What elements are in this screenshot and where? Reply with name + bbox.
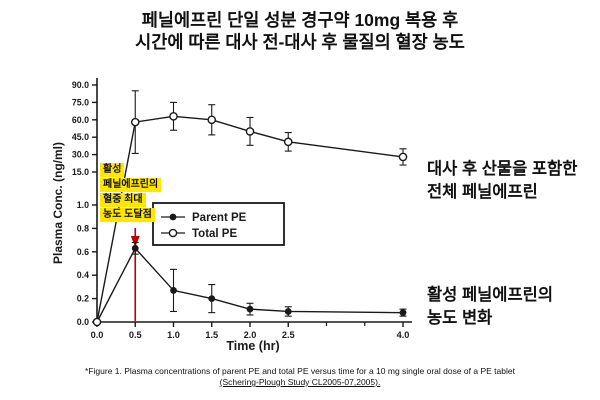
open-circle-marker-icon [283,137,293,147]
y-tick-label: 0.0 [77,317,89,327]
series-total-pe [92,90,408,327]
legend: Parent PE Total PE [152,202,285,246]
peak-annotation-line3: 혈중 최대 [100,193,146,207]
y-tick-label: 0.2 [77,294,89,304]
axes: 0.0 0.2 0.4 0.6 0.8 1.0 15.0 30.0 45.0 60.0 75.0 90… [51,78,412,353]
legend-open-circle-icon [168,228,178,238]
parent-pe-annotation: 활성 페닐에프린의 농도 변화 [427,284,553,330]
filled-circle-marker-icon [399,309,407,317]
figure-caption-line2: (Schering-Plough Study CL2005-07,2005). [219,377,381,387]
y-tick-label: 1.0 [77,200,89,210]
y-tick-label: 15.0 [72,167,89,177]
legend-filled-circle-icon [169,213,177,221]
figure-caption-line1: *Figure 1. Plasma concentrations of pare… [85,366,515,376]
x-tick-label: 1.0 [167,330,180,340]
chart-title-line2: 시간에 따른 대사 전-대사 후 물질의 혈장 농도 [135,32,465,52]
x-tick-label: 0.5 [129,330,142,340]
open-circle-marker-icon [92,317,102,327]
open-circle-marker-icon [130,117,140,127]
peak-annotation-line1: 활성 [100,163,125,177]
total-pe-annotation: 대사 후 산물을 포함한 전체 페닐에프린 [427,158,577,204]
open-circle-marker-icon [207,115,217,125]
filled-circle-marker-icon [284,308,292,315]
y-tick-label: 75.0 [72,97,89,107]
filled-circle-marker-icon [131,244,139,252]
y-tick-label: 0.6 [77,247,89,257]
filled-circle-marker-icon [170,287,177,294]
series-parent-pe [93,241,407,326]
parent-pe-annotation-line1: 활성 페닐에프린의 [427,286,554,304]
y-tick-label: 90.0 [72,80,89,90]
peak-annotation-line2: 페닐에프린의 [100,178,162,192]
parent-pe-annotation-line2: 농도 변화 [427,309,493,327]
legend-label-total-pe: Total PE [192,228,237,240]
peak-annotation-line4: 농도 도달점 [100,208,155,222]
y-tick-label: 30.0 [72,150,89,160]
total-pe-annotation-line1: 대사 후 산물을 포함한 [427,160,578,178]
x-tick-label: 2.5 [282,330,295,340]
legend-label-parent-pe: Parent PE [192,212,247,224]
peak-annotation: 활성 페닐에프린의 혈중 최대 농도 도달점 [100,163,162,223]
chart-title: 페닐에프린 단일 성분 경구약 10mg 복용 후 시간에 따른 대사 전-대사… [0,9,600,53]
y-tick-label: 0.8 [77,223,89,233]
filled-circle-marker-icon [208,295,216,302]
arrow-head-icon [130,236,140,247]
figure-caption: *Figure 1. Plasma concentrations of pare… [0,366,600,388]
open-circle-marker-icon [398,152,408,162]
filled-circle-marker-icon [246,305,254,313]
open-circle-marker-icon [169,112,178,121]
open-circle-marker-icon [245,127,255,136]
x-tick-label: 1.5 [205,330,218,340]
x-tick-label: 2.0 [244,330,257,340]
y-axis-title: Plasma Conc. (ng/ml) [51,142,65,264]
chart-title-line1: 페닐에프린 단일 성분 경구약 10mg 복용 후 [141,10,459,30]
y-tick-label: 60.0 [72,115,89,125]
y-tick-label: 0.4 [77,270,89,280]
total-pe-annotation-line2: 전체 페닐에프린 [427,183,538,201]
x-tick-label: 0.0 [91,330,104,340]
y-tick-label: 45.0 [72,132,89,142]
x-axis-title: Time (hr) [226,339,279,353]
x-tick-label: 4.0 [397,330,410,340]
